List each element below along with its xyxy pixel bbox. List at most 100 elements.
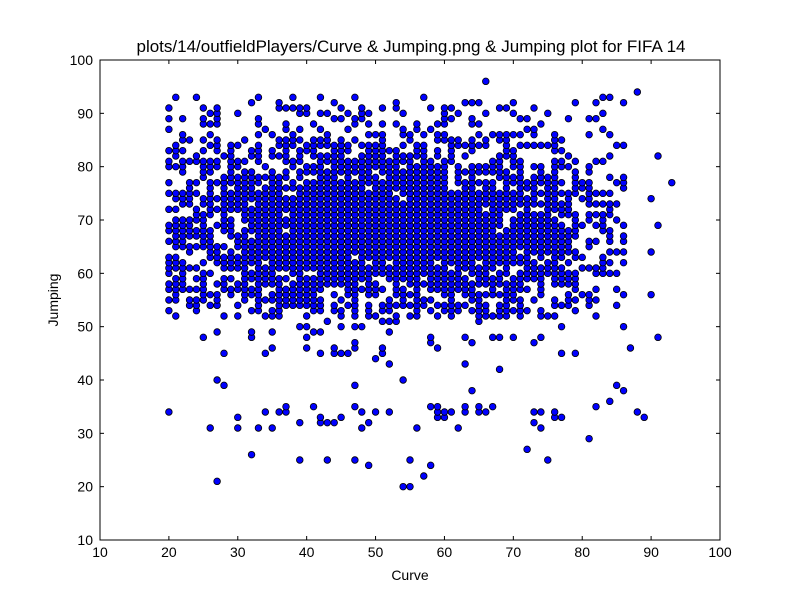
data-point bbox=[378, 285, 387, 294]
data-point bbox=[165, 253, 173, 262]
data-point bbox=[358, 141, 366, 150]
data-point bbox=[544, 141, 552, 150]
data-point bbox=[247, 328, 256, 336]
data-point bbox=[509, 173, 518, 182]
data-point bbox=[378, 301, 387, 310]
data-point bbox=[199, 269, 208, 278]
data-point bbox=[344, 349, 352, 358]
data-point bbox=[433, 264, 442, 272]
data-point bbox=[302, 312, 311, 320]
data-point bbox=[213, 328, 221, 336]
data-point bbox=[165, 146, 173, 155]
data-point bbox=[185, 242, 194, 251]
data-point bbox=[619, 290, 628, 299]
data-point bbox=[461, 402, 469, 411]
data-point bbox=[247, 269, 256, 278]
data-point bbox=[475, 141, 483, 150]
data-point bbox=[296, 418, 304, 427]
data-point bbox=[364, 141, 373, 150]
data-point bbox=[371, 173, 380, 182]
data-point bbox=[468, 280, 476, 288]
data-point bbox=[364, 109, 373, 118]
data-point bbox=[378, 120, 387, 128]
data-point bbox=[433, 344, 442, 352]
data-point bbox=[406, 312, 414, 320]
data-point bbox=[564, 258, 573, 267]
data-point bbox=[371, 312, 380, 320]
data-point bbox=[475, 290, 483, 299]
data-point bbox=[206, 157, 214, 166]
data-point bbox=[516, 130, 524, 139]
data-point bbox=[364, 264, 373, 272]
data-point bbox=[165, 280, 173, 288]
data-point bbox=[592, 114, 600, 123]
data-point bbox=[454, 162, 462, 171]
data-point bbox=[227, 248, 235, 256]
data-point bbox=[482, 77, 490, 86]
data-point bbox=[337, 306, 345, 315]
data-point bbox=[544, 109, 552, 118]
data-point bbox=[358, 285, 366, 294]
data-point bbox=[371, 141, 380, 150]
data-point bbox=[592, 237, 600, 246]
data-point bbox=[254, 189, 263, 198]
data-point bbox=[585, 130, 593, 139]
data-point bbox=[309, 178, 318, 187]
data-point bbox=[199, 194, 208, 203]
data-point bbox=[475, 178, 483, 187]
data-point bbox=[585, 178, 593, 187]
data-point bbox=[544, 456, 552, 464]
data-point bbox=[426, 461, 435, 470]
x-tick-label: 100 bbox=[708, 544, 732, 560]
data-point bbox=[185, 285, 194, 294]
data-point bbox=[192, 93, 201, 102]
data-point bbox=[240, 168, 249, 176]
data-point bbox=[433, 130, 442, 139]
data-point bbox=[385, 360, 394, 368]
data-point bbox=[599, 93, 607, 102]
data-point bbox=[261, 264, 270, 272]
data-point bbox=[509, 216, 518, 224]
data-point bbox=[192, 296, 201, 304]
data-point bbox=[606, 173, 614, 182]
data-point bbox=[316, 152, 325, 160]
data-point bbox=[592, 157, 600, 166]
data-point bbox=[599, 157, 607, 166]
data-point bbox=[550, 130, 559, 139]
data-point bbox=[261, 125, 270, 134]
data-point bbox=[282, 168, 290, 176]
data-point bbox=[247, 98, 256, 107]
data-point bbox=[523, 141, 531, 150]
data-point bbox=[268, 424, 276, 432]
data-point bbox=[192, 274, 201, 283]
data-point bbox=[323, 109, 332, 118]
data-point bbox=[592, 285, 600, 294]
data-point bbox=[482, 178, 490, 187]
data-point bbox=[585, 114, 593, 123]
data-point bbox=[282, 274, 290, 283]
data-point bbox=[585, 162, 593, 171]
data-point bbox=[516, 296, 524, 304]
data-point bbox=[475, 98, 483, 107]
data-point bbox=[254, 93, 263, 102]
data-points bbox=[165, 77, 676, 491]
data-point bbox=[165, 125, 173, 134]
data-point bbox=[378, 178, 387, 187]
data-point bbox=[213, 178, 221, 187]
data-point bbox=[364, 120, 373, 128]
data-point bbox=[392, 301, 400, 310]
data-point bbox=[275, 152, 283, 160]
data-point bbox=[530, 338, 538, 347]
data-point bbox=[564, 290, 573, 299]
x-tick-label: 20 bbox=[161, 544, 177, 560]
data-point bbox=[399, 141, 407, 150]
data-point bbox=[337, 413, 345, 422]
data-point bbox=[461, 141, 469, 150]
data-point bbox=[468, 136, 476, 144]
data-point bbox=[178, 130, 187, 139]
data-point bbox=[192, 285, 201, 294]
data-point bbox=[371, 408, 380, 416]
data-point bbox=[302, 141, 311, 150]
data-point bbox=[268, 344, 276, 352]
data-point bbox=[275, 173, 283, 182]
